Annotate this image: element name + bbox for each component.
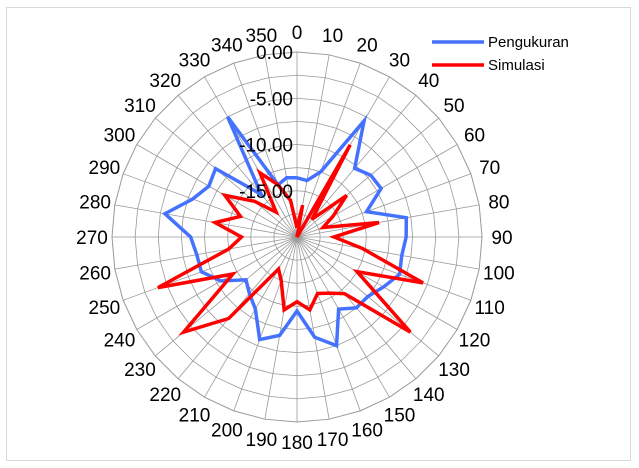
angle-tick-label: 90 <box>491 228 512 249</box>
angle-tick-label: 290 <box>89 158 121 179</box>
angle-tick-label: 80 <box>488 192 509 213</box>
grid-spoke <box>136 144 298 238</box>
radial-tick-label: -15.00 <box>239 182 293 203</box>
grid-spoke <box>136 236 298 330</box>
angle-tick-label: 130 <box>438 360 470 381</box>
angle-tick-label: 200 <box>211 421 243 442</box>
angle-tick-label: 70 <box>479 158 500 179</box>
angle-tick-label: 210 <box>179 406 211 427</box>
angle-tick-label: 260 <box>79 264 111 285</box>
angle-tick-label: 150 <box>384 406 416 427</box>
radial-tick-labels: -15.00 -10.00 -5.00 0.00 <box>239 43 293 203</box>
grid-spoke <box>204 236 298 398</box>
angle-tick-label: 0 <box>292 23 303 44</box>
grid-spoke <box>296 236 458 330</box>
polar-grid <box>111 51 483 423</box>
angle-tick-label: 230 <box>124 360 156 381</box>
angle-tick-label: 180 <box>281 433 313 454</box>
grid-spoke <box>296 204 480 238</box>
grid-spoke <box>155 117 298 238</box>
grid-spoke <box>204 76 298 238</box>
grid-spoke <box>233 63 298 238</box>
angle-tick-label: 110 <box>474 298 504 319</box>
grid-spoke <box>296 236 361 411</box>
angle-tick-label: 330 <box>179 50 211 71</box>
legend-label: Pengukuran <box>488 34 569 51</box>
angle-tick-label: 140 <box>413 385 445 406</box>
angle-tick-label: 270 <box>76 228 108 249</box>
grid-spoke <box>296 236 390 398</box>
angle-tick-label: 20 <box>357 35 378 56</box>
grid-spoke <box>296 236 330 420</box>
angle-tick-label: 340 <box>211 35 243 56</box>
angle-tick-label: 280 <box>79 192 111 213</box>
legend: Pengukuran Simulasi <box>432 34 569 74</box>
angle-tick-label: 120 <box>459 331 491 352</box>
grid-spoke <box>296 236 471 301</box>
grid-spoke <box>264 236 298 420</box>
radial-tick-label: -5.00 <box>250 89 293 110</box>
angle-tick-label: 190 <box>246 430 278 451</box>
grid-spoke <box>114 236 298 270</box>
legend-label: Simulasi <box>488 57 545 74</box>
grid-spoke <box>155 236 298 357</box>
grid-spoke <box>114 204 298 238</box>
angle-tick-label: 30 <box>389 50 410 71</box>
grid-spoke <box>296 63 361 238</box>
angle-tick-label: 240 <box>104 331 136 352</box>
angle-tick-label: 250 <box>89 298 121 319</box>
grid-spoke <box>296 236 480 270</box>
series-line-pengukuran <box>161 114 409 349</box>
grid-spoke <box>296 117 439 238</box>
grid-spoke <box>123 236 298 301</box>
angle-tick-label: 40 <box>418 71 439 92</box>
angle-tick-label: 160 <box>351 421 383 442</box>
angle-tick-label: 220 <box>149 385 181 406</box>
grid-spoke <box>296 144 458 238</box>
angle-tick-label: 100 <box>483 264 515 285</box>
chart-frame <box>6 7 631 461</box>
series-layer <box>157 114 424 349</box>
angle-tick-label: 50 <box>443 96 464 117</box>
radial-tick-label: -10.00 <box>239 136 293 157</box>
angle-tick-label: 320 <box>149 71 181 92</box>
grid-spoke <box>123 173 298 238</box>
angle-tick-label: 170 <box>317 430 349 451</box>
grid-spoke <box>233 236 298 411</box>
series-line-simulasi <box>157 144 424 336</box>
angle-tick-label: 300 <box>104 126 136 147</box>
radial-tick-label: 0.00 <box>256 43 293 64</box>
angle-tick-label: 10 <box>322 26 343 47</box>
angle-tick-label: 350 <box>246 26 278 47</box>
angle-tick-label: 60 <box>464 126 485 147</box>
angle-tick-label: 310 <box>124 96 156 117</box>
